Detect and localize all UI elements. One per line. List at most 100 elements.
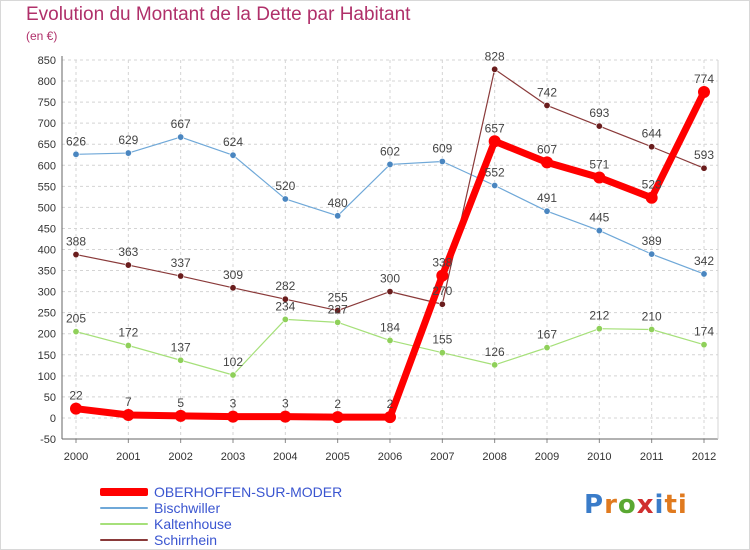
proxiti-logo: Proxiti (584, 490, 688, 520)
data-point (491, 361, 499, 369)
data-label: 626 (66, 134, 86, 148)
data-point (488, 135, 501, 148)
x-tick-label: 2011 (640, 451, 664, 463)
data-point (438, 349, 446, 357)
data-point (648, 250, 656, 258)
data-point (331, 411, 344, 424)
data-point (645, 191, 658, 204)
data-label: 3 (230, 397, 237, 411)
x-tick-label: 2005 (325, 451, 349, 463)
data-label: 571 (589, 157, 609, 171)
y-tick-label: 500 (38, 202, 56, 214)
y-tick-label: -50 (40, 434, 56, 446)
data-point (386, 336, 394, 344)
data-point (229, 371, 237, 379)
data-label: 270 (432, 284, 452, 298)
x-tick-label: 2003 (221, 451, 245, 463)
y-tick-label: 250 (38, 308, 56, 320)
y-tick-label: 50 (44, 392, 56, 404)
x-tick-label: 2000 (64, 451, 88, 463)
data-label: 607 (537, 142, 557, 156)
data-label: 523 (642, 178, 662, 192)
data-label: 629 (118, 133, 138, 147)
chart-subtitle: (en €) (26, 29, 58, 43)
data-point (491, 65, 499, 73)
chart-title: Evolution du Montant de la Dette par Hab… (26, 4, 411, 25)
data-label: 657 (485, 121, 505, 135)
y-tick-label: 600 (38, 160, 56, 172)
y-tick-label: 200 (38, 329, 56, 341)
data-label: 205 (66, 312, 86, 326)
y-tick-label: 150 (38, 350, 56, 362)
legend-swatch (100, 507, 148, 509)
data-point (281, 295, 289, 303)
data-point (593, 171, 606, 184)
data-point (438, 300, 446, 308)
data-label: 126 (485, 345, 505, 359)
data-label: 388 (66, 235, 86, 249)
x-tick-label: 2006 (378, 451, 402, 463)
data-point (700, 164, 708, 172)
data-point (177, 356, 185, 364)
y-tick-label: 0 (50, 413, 56, 425)
data-point (698, 86, 710, 99)
y-tick-label: 750 (38, 97, 56, 109)
y-tick-label: 350 (38, 266, 56, 278)
data-label: 172 (118, 326, 138, 340)
data-label: 480 (328, 196, 348, 210)
y-tick-label: 100 (38, 371, 56, 383)
data-point (491, 181, 499, 189)
data-point (700, 270, 708, 278)
legend-item: Bischwiller (100, 500, 342, 516)
data-point (229, 151, 237, 159)
data-point (384, 411, 396, 424)
data-point (334, 307, 342, 315)
legend-swatch (100, 539, 148, 541)
data-label: 742 (537, 85, 557, 99)
x-tick-label: 2007 (430, 451, 454, 463)
data-label: 624 (223, 135, 243, 149)
data-point (386, 288, 394, 296)
y-tick-label: 700 (38, 118, 56, 130)
data-label: 102 (223, 355, 243, 369)
data-point (174, 409, 187, 422)
legend-label: Schirrhein (154, 532, 218, 548)
data-label: 210 (642, 310, 662, 324)
x-tick-label: 2012 (692, 451, 716, 463)
x-tick-label: 2009 (535, 451, 559, 463)
data-label: 309 (223, 268, 243, 282)
y-tick-label: 450 (38, 223, 56, 235)
data-label: 338 (432, 256, 452, 270)
legend-item: Schirrhein (100, 532, 342, 548)
data-point (648, 143, 656, 151)
x-tick-label: 2002 (168, 451, 192, 463)
x-tick-label: 2004 (273, 451, 297, 463)
data-label: 667 (171, 117, 191, 131)
data-label: 602 (380, 144, 400, 158)
data-point (177, 133, 185, 141)
data-point (72, 150, 80, 158)
chart-legend: OBERHOFFEN-SUR-MODER Bischwiller Kaltenhou… (100, 484, 342, 548)
data-label: 363 (118, 245, 138, 259)
data-label: 3 (282, 397, 289, 411)
data-label: 184 (380, 320, 400, 334)
data-point (543, 207, 551, 215)
data-point (541, 156, 553, 169)
data-label: 774 (694, 72, 714, 86)
legend-label: Kaltenhouse (154, 516, 232, 532)
data-label: 212 (589, 309, 609, 323)
data-label: 174 (694, 325, 714, 339)
legend-swatch (100, 523, 148, 525)
x-tick-label: 2001 (116, 451, 140, 463)
data-point (229, 284, 237, 292)
y-tick-label: 400 (38, 245, 56, 257)
data-label: 609 (432, 141, 452, 155)
data-label: 2 (387, 397, 394, 411)
data-label: 300 (380, 272, 400, 286)
data-point (386, 160, 394, 168)
data-label: 342 (694, 254, 714, 268)
data-point (279, 410, 292, 423)
y-tick-label: 550 (38, 181, 56, 193)
data-label: 2 (334, 397, 341, 411)
data-point (70, 402, 82, 415)
